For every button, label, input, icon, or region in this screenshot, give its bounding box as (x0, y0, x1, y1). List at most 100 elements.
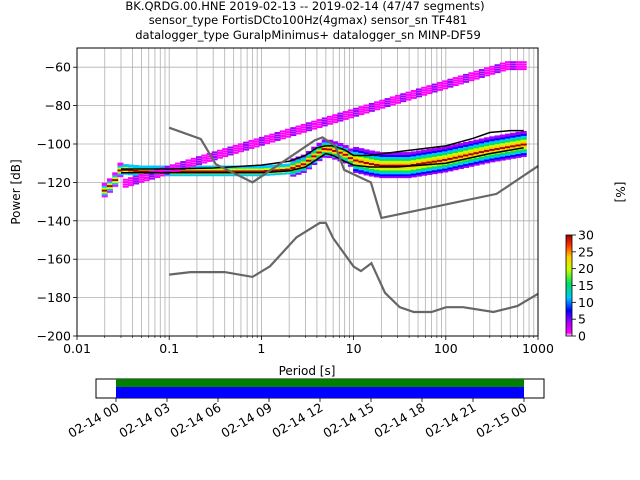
heatmap-cell (457, 166, 464, 170)
heatmap-cell (400, 161, 407, 165)
heatmap-cell (442, 163, 449, 167)
heatmap-cell (389, 154, 396, 158)
heatmap-cell (452, 155, 459, 159)
heatmap-cell (494, 156, 501, 160)
heatmap-cell (363, 104, 370, 107)
heatmap-cell (358, 171, 365, 175)
heatmap-cell (415, 152, 422, 156)
x-tick-label: 0.1 (159, 341, 179, 356)
heatmap-cell (400, 169, 407, 173)
heatmap-cell (201, 156, 208, 159)
heatmap-cell (478, 157, 485, 161)
heatmap-cell (468, 152, 475, 156)
heatmap-cell (442, 148, 449, 152)
heatmap-cell (494, 137, 501, 141)
heatmap-cell (463, 163, 470, 167)
heatmap-cell (190, 173, 197, 177)
heatmap-cell (154, 165, 161, 169)
heatmap-cell (457, 150, 464, 154)
heatmap-cell (442, 87, 449, 90)
heatmap-cell (494, 146, 501, 150)
heatmap-cell (452, 151, 459, 155)
timeline-tick-label: 02-14 00 (65, 400, 121, 441)
heatmap-cell (112, 179, 119, 183)
heatmap-cell (389, 155, 396, 159)
heatmap-cell (494, 68, 501, 71)
heatmap-cell (410, 168, 417, 172)
heatmap-cell (358, 108, 365, 111)
heatmap-cell (473, 149, 480, 153)
heatmap-cell (305, 154, 312, 158)
heatmap-cell (499, 142, 506, 146)
heatmap-cell (478, 151, 485, 155)
heatmap-cell (494, 145, 501, 149)
heatmap-cell (353, 168, 360, 172)
heatmap-cell (368, 163, 375, 167)
heatmap-cell (431, 167, 438, 171)
heatmap-cell (285, 135, 292, 138)
heatmap-cell (101, 194, 108, 198)
heatmap-cell (447, 149, 454, 153)
heatmap-cell (300, 168, 307, 172)
heatmap-cell (410, 166, 417, 170)
heatmap-cell (279, 132, 286, 135)
heatmap-cell (321, 141, 328, 145)
heatmap-cell (426, 89, 433, 92)
heatmap-cell (148, 170, 155, 173)
heatmap-cell (426, 168, 433, 172)
heatmap-cell (436, 153, 443, 157)
heatmap-cell (431, 171, 438, 175)
heatmap-cell (389, 101, 396, 104)
heatmap-cell (258, 139, 265, 142)
heatmap-cell (311, 154, 318, 158)
heatmap-cell (384, 154, 391, 158)
heatmap-cell (279, 130, 286, 133)
heatmap-cell (515, 143, 522, 147)
heatmap-cell (175, 162, 182, 165)
heatmap-cell (363, 162, 370, 166)
y-tick-label: −200 (37, 329, 71, 344)
heatmap-cell (499, 155, 506, 159)
heatmap-cell (253, 173, 260, 177)
heatmap-cell (421, 168, 428, 172)
heatmap-cell (484, 74, 491, 77)
heatmap-cell (248, 173, 255, 177)
heatmap-cell (379, 171, 386, 175)
heatmap-cell (520, 154, 527, 158)
heatmap-cell (379, 167, 386, 171)
heatmap-cell (400, 97, 407, 100)
heatmap-cell (436, 164, 443, 168)
heatmap-cell (258, 169, 265, 173)
heatmap-cell (326, 151, 333, 155)
heatmap-cell (154, 173, 161, 176)
heatmap-cell (494, 143, 501, 147)
heatmap-cell (363, 155, 370, 159)
series-line-lower-percentile (121, 147, 524, 174)
heatmap-cell (243, 143, 250, 146)
heatmap-cell (431, 153, 438, 157)
heatmap-cell (321, 147, 328, 151)
heatmap-cell (395, 175, 402, 179)
heatmap-cell (264, 142, 271, 145)
heatmap-cell (148, 173, 155, 176)
heatmap-cell (463, 73, 470, 76)
heatmap-cell (484, 137, 491, 141)
heatmap-cell (457, 156, 464, 160)
heatmap-cell (389, 103, 396, 106)
heatmap-cell (305, 166, 312, 170)
heatmap-cell (117, 170, 124, 174)
heatmap-cell (368, 107, 375, 110)
heatmap-cell (237, 145, 244, 148)
heatmap-cell (473, 160, 480, 164)
heatmap-cell (159, 174, 166, 177)
heatmap-cell (117, 164, 124, 168)
heatmap-cell (484, 160, 491, 164)
heatmap-cell (279, 164, 286, 168)
heatmap-cell (311, 162, 318, 166)
heatmap-cell (342, 146, 349, 150)
heatmap-cell (447, 147, 454, 151)
heatmap-cell (127, 166, 134, 170)
heatmap-cell (112, 181, 119, 185)
heatmap-cell (426, 150, 433, 154)
